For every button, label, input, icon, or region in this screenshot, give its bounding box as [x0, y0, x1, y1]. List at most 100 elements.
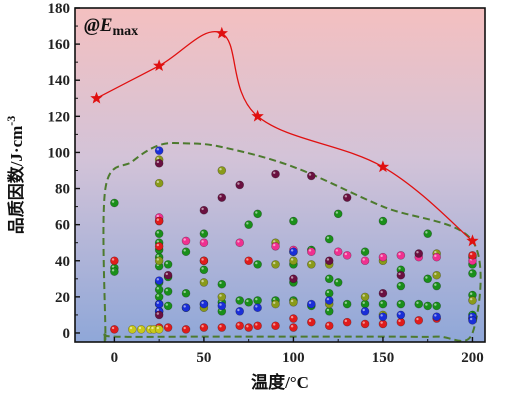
dot-highlight — [237, 240, 240, 243]
dot-highlight — [362, 249, 365, 252]
dot-highlight — [156, 148, 160, 151]
star-marker — [153, 59, 166, 71]
scatter-dot — [199, 265, 209, 275]
dot-highlight — [129, 326, 133, 330]
dot-highlight — [246, 325, 249, 328]
dot-highlight — [335, 211, 339, 214]
dot-highlight — [273, 240, 276, 243]
star-marker — [466, 234, 479, 247]
scatter-dot — [324, 321, 334, 331]
dot-highlight — [156, 160, 160, 164]
dot-highlight — [344, 301, 348, 304]
scatter-dot — [378, 299, 388, 309]
scatter-dot — [307, 171, 316, 181]
dot-highlight — [273, 261, 276, 265]
y-tick-label: 80 — [55, 182, 70, 198]
scatter-dot — [244, 256, 253, 266]
dot-highlight — [156, 326, 160, 330]
dot-highlight — [273, 323, 276, 326]
scatter-dot — [235, 238, 245, 248]
scatter-dot — [307, 317, 316, 327]
dot-highlight — [469, 314, 473, 317]
scatter-dot — [244, 297, 253, 307]
scatter-dot — [163, 260, 173, 269]
dot-highlight — [469, 317, 473, 321]
dot-highlight — [246, 222, 249, 225]
dot-highlight — [362, 294, 365, 297]
scatter-dot — [235, 296, 245, 305]
dot-highlight — [219, 325, 222, 328]
dot-highlight — [237, 323, 240, 326]
scatter-dot — [342, 251, 352, 260]
dot-highlight — [237, 308, 240, 312]
scatter-dot — [378, 319, 388, 329]
scatter-dot — [396, 270, 406, 280]
star-marker — [90, 91, 103, 104]
dot-highlight — [290, 249, 294, 252]
axes-layer: 0 20 40 60 80 100 120 140 160 180 0 50 100 150 200 — [48, 1, 484, 366]
dot-highlight — [380, 290, 383, 294]
scatter-dot — [307, 247, 316, 257]
star-marker — [376, 160, 390, 173]
dot-highlight — [273, 171, 276, 174]
x-tick-label: 50 — [196, 350, 211, 366]
scatter-dot — [154, 146, 164, 155]
dot-highlight — [425, 276, 428, 279]
scatter-dot — [423, 301, 433, 311]
dot-highlight — [308, 173, 312, 176]
dot-highlight — [290, 276, 294, 279]
scatter-dot — [333, 278, 343, 287]
dot-highlight — [290, 299, 294, 303]
dot-highlight — [111, 265, 115, 268]
dot-highlight — [201, 231, 204, 234]
dot-highlight — [326, 323, 330, 326]
dot-highlight — [434, 254, 437, 258]
dot-highlight — [246, 258, 249, 261]
dot-highlight — [165, 325, 169, 328]
dot-highlight — [308, 261, 312, 265]
scatter-dot — [432, 312, 441, 322]
scatter-dot — [307, 299, 316, 309]
dot-highlight — [156, 308, 160, 312]
dot-highlight — [434, 272, 437, 276]
scatter-dot — [324, 307, 334, 316]
dot-highlight — [398, 319, 401, 323]
scatter-dot — [154, 216, 164, 226]
dot-highlight — [434, 314, 437, 317]
scatter-dot — [217, 323, 227, 332]
scatter-dot — [468, 269, 477, 278]
dot-highlight — [434, 303, 437, 306]
scatter-dot — [154, 276, 164, 285]
scatter-dot — [127, 325, 137, 334]
dot-highlight — [344, 195, 348, 198]
scatter-dot — [378, 252, 388, 262]
dot-highlight — [380, 314, 383, 317]
scatter-dot — [217, 166, 227, 175]
scatter-dot — [271, 299, 280, 309]
dot-highlight — [156, 278, 160, 281]
dot-highlight — [156, 214, 160, 218]
dot-highlight — [469, 292, 473, 295]
scatter-dot — [235, 321, 245, 331]
scatter-dot — [360, 247, 370, 257]
scatter-dot — [396, 251, 406, 260]
dot-highlight — [398, 267, 401, 270]
scatter-dot — [468, 251, 477, 260]
dot-highlight — [201, 258, 204, 261]
dot-highlight — [398, 252, 401, 256]
scatter-dot — [110, 325, 119, 334]
dot-highlight — [111, 258, 115, 261]
scatter-dot — [163, 301, 173, 311]
scatter-dot — [217, 193, 227, 202]
scatter-dot — [154, 229, 164, 238]
dot-highlight — [156, 157, 160, 160]
scatter-dot — [378, 288, 388, 298]
scatter-dot — [136, 325, 146, 334]
dot-highlight — [335, 249, 339, 252]
scatter-dot — [217, 301, 227, 311]
scatter-dot — [253, 260, 262, 269]
dot-highlight — [219, 281, 222, 285]
scatter-dot — [432, 281, 441, 291]
star-marker — [251, 109, 264, 122]
y-axis-title: 品质因数/J·cm-3 — [4, 116, 26, 235]
